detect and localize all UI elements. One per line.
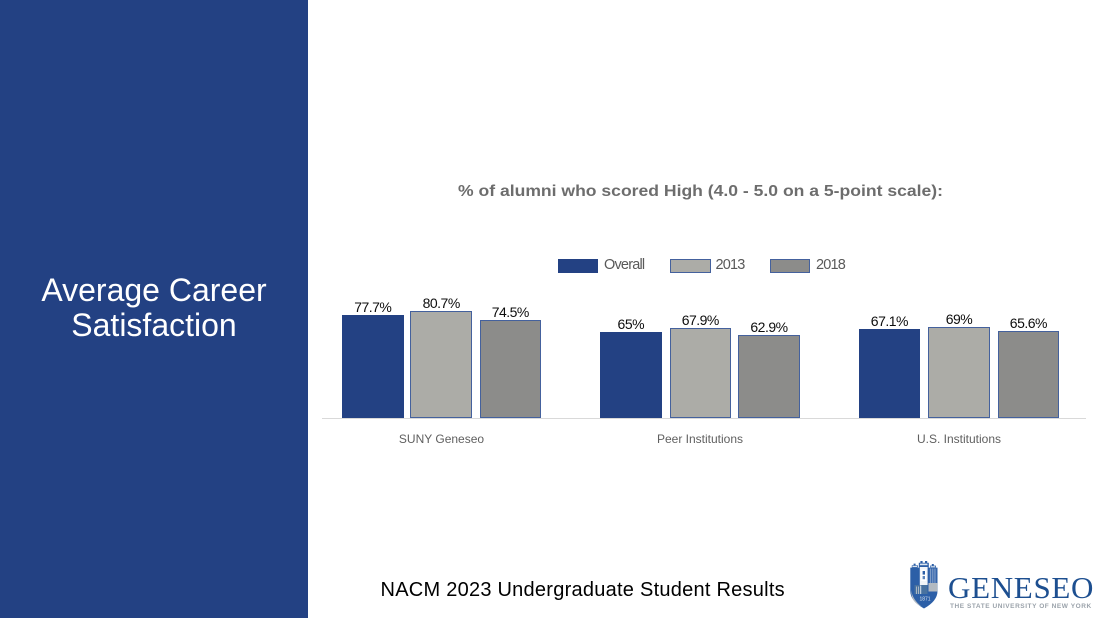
svg-text:1871: 1871	[919, 597, 930, 603]
